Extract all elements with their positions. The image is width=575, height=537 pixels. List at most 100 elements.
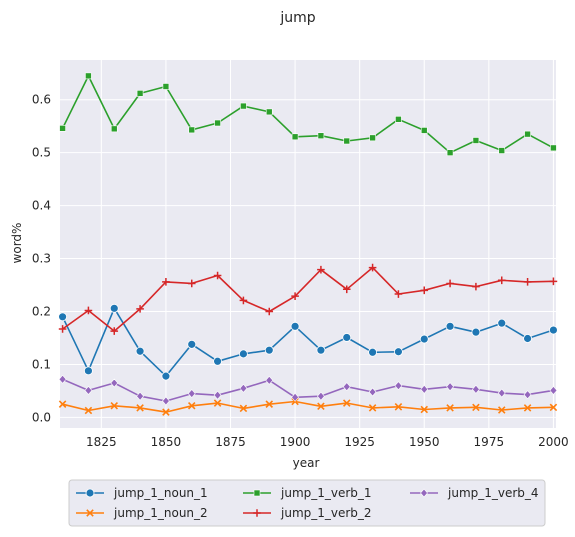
data-point — [162, 396, 170, 406]
data-point — [497, 276, 506, 285]
data-point — [135, 346, 145, 356]
data-point — [523, 334, 532, 343]
data-point — [58, 374, 67, 384]
data-point — [213, 390, 222, 400]
data-point — [368, 263, 377, 272]
data-point — [265, 375, 274, 385]
data-point — [419, 334, 429, 344]
data-point — [524, 130, 531, 138]
data-point — [472, 282, 480, 291]
data-point — [342, 399, 351, 407]
data-point — [136, 305, 144, 313]
data-point — [317, 391, 325, 401]
data-point — [58, 312, 67, 322]
data-point — [446, 382, 454, 392]
data-point — [420, 127, 428, 134]
data-point — [394, 290, 403, 298]
data-point — [162, 83, 170, 90]
data-point — [84, 406, 93, 415]
data-point — [472, 384, 480, 394]
data-point — [523, 390, 532, 400]
data-point — [85, 72, 92, 80]
x-tick-label: 1925 — [344, 435, 375, 449]
legend-item: jump_1_noun_2 — [76, 506, 208, 520]
data-point — [316, 345, 326, 355]
data-point — [446, 279, 454, 288]
data-point — [368, 404, 377, 412]
data-point — [265, 108, 273, 116]
data-point — [420, 384, 429, 394]
data-point — [472, 137, 480, 144]
data-point — [214, 119, 221, 127]
data-point — [161, 371, 171, 381]
data-point — [265, 307, 274, 316]
series-layer — [58, 72, 558, 416]
legend-item: jump_1_noun_1 — [76, 486, 208, 500]
data-point — [395, 116, 402, 123]
data-point — [420, 405, 429, 414]
data-point — [290, 321, 300, 331]
legend-label: jump_1_verb_2 — [280, 506, 372, 520]
data-point — [109, 303, 119, 313]
y-tick-label: 0.2 — [32, 305, 51, 319]
y-tick-label: 0.6 — [32, 93, 51, 107]
data-point — [420, 286, 429, 295]
x-tick-label: 1875 — [215, 435, 246, 449]
legend-label: jump_1_verb_1 — [280, 486, 372, 500]
data-point — [58, 400, 67, 408]
data-point — [110, 327, 119, 335]
data-point — [187, 339, 197, 349]
data-point — [549, 325, 558, 335]
data-point — [549, 403, 558, 412]
x-tick-label: 1950 — [409, 435, 440, 449]
legend-marker — [86, 509, 94, 517]
legend-item: jump_1_verb_1 — [243, 486, 372, 500]
legend-item: jump_1_verb_4 — [410, 486, 539, 500]
legend-label: jump_1_noun_2 — [113, 506, 208, 520]
legend-item: jump_1_verb_2 — [243, 506, 372, 520]
data-point — [239, 404, 248, 413]
data-point — [369, 134, 376, 142]
data-point — [136, 391, 144, 401]
data-point — [343, 137, 351, 145]
x-tick-label: 1850 — [151, 435, 182, 449]
x-tick-label: 1900 — [280, 435, 311, 449]
data-point — [110, 125, 118, 133]
data-point — [342, 285, 351, 294]
data-point — [136, 90, 144, 97]
data-point — [188, 126, 196, 134]
series-jump_1_verb_4 — [58, 374, 558, 406]
legend-marker — [253, 489, 261, 497]
y-tick-label: 0.0 — [32, 410, 51, 424]
series-line — [62, 266, 554, 332]
data-point — [265, 400, 274, 408]
data-point — [445, 321, 455, 331]
data-point — [394, 381, 403, 391]
data-point — [317, 265, 325, 274]
data-point — [240, 102, 247, 110]
y-tick-label: 0.4 — [32, 199, 51, 213]
x-tick-label: 1825 — [86, 435, 117, 449]
data-point — [550, 144, 557, 152]
data-point — [472, 403, 480, 412]
data-point — [317, 132, 325, 140]
data-point — [59, 125, 66, 132]
data-point — [549, 385, 558, 395]
series-jump_1_verb_2 — [58, 263, 558, 335]
data-point — [317, 402, 325, 411]
data-point — [291, 292, 299, 300]
data-point — [291, 392, 299, 402]
data-point — [342, 333, 352, 342]
data-point — [368, 387, 377, 397]
data-point — [213, 399, 222, 407]
data-point — [162, 278, 170, 286]
data-point — [497, 388, 506, 398]
series-jump_1_noun_2 — [58, 397, 558, 416]
legend-marker — [253, 509, 261, 517]
y-tick-label: 0.1 — [32, 357, 51, 371]
legend: jump_1_noun_1jump_1_noun_2jump_1_verb_1j… — [68, 479, 546, 527]
data-point — [394, 403, 403, 411]
data-point — [84, 366, 93, 376]
series-line — [61, 75, 554, 154]
